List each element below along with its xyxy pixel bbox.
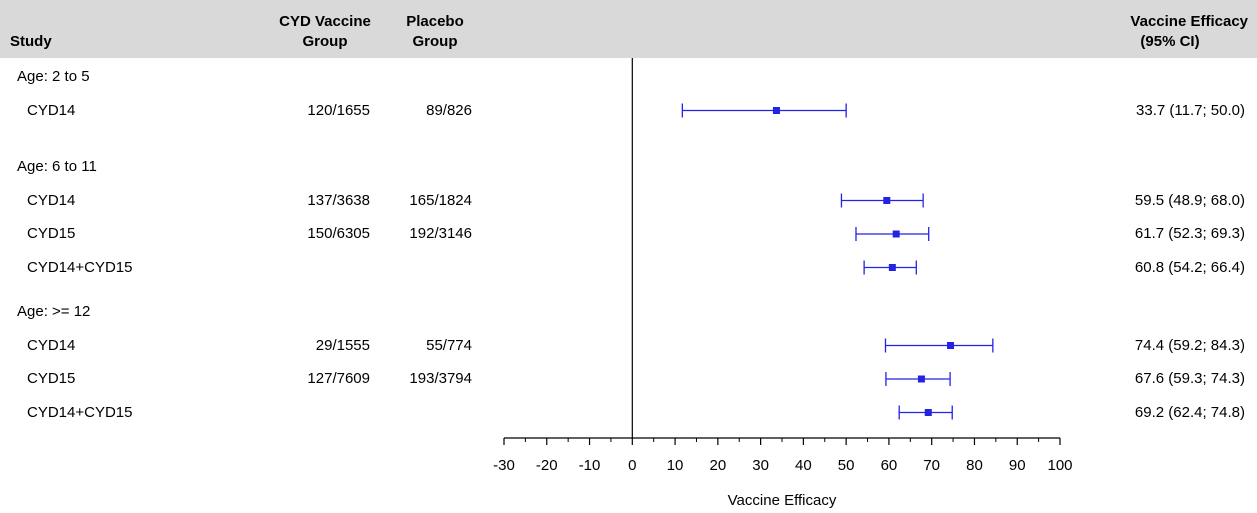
x-tick-label: 30 — [752, 457, 769, 474]
x-tick-label: -10 — [579, 457, 601, 474]
study-name: CYD14+CYD15 — [27, 403, 133, 421]
placebo-group-value: 89/826 — [426, 101, 472, 119]
vaccine-group-value: 29/1555 — [315, 336, 370, 354]
efficacy-ci-text: 69.2 (62.4; 74.8) — [1134, 403, 1245, 421]
study-name: CYD14 — [27, 191, 76, 209]
group-label: Age: >= 12 — [17, 303, 91, 320]
vaccine-group-value: 120/1655 — [307, 101, 370, 119]
study-name: CYD15 — [27, 370, 76, 387]
placebo-group-value: 193/3794 — [409, 370, 472, 387]
header-placebo-line2: Group — [412, 33, 458, 50]
header-vaccine-line2: Group — [302, 33, 348, 50]
study-name: CYD15 — [27, 225, 76, 242]
group-label: Age: 6 to 11 — [17, 158, 97, 175]
point-estimate — [888, 264, 896, 271]
x-tick-label: 60 — [881, 457, 898, 474]
efficacy-ci-text: 74.4 (59.2; 84.3) — [1134, 336, 1245, 354]
x-tick-label: 80 — [966, 457, 983, 474]
efficacy-ci-text: 33.7 (11.7; 50.0) — [1136, 101, 1245, 119]
x-tick-label: -30 — [493, 457, 515, 474]
efficacy-ci-text: 59.5 (48.9; 68.0) — [1134, 191, 1245, 209]
x-tick-label: 100 — [1047, 457, 1072, 474]
placebo-group-value: 165/1824 — [409, 191, 472, 209]
point-estimate — [883, 197, 891, 204]
point-estimate — [924, 409, 932, 416]
table-header — [0, 0, 1257, 58]
point-estimate — [947, 342, 955, 349]
x-tick-label: 10 — [667, 457, 684, 474]
vaccine-group-value: 137/3638 — [307, 191, 370, 209]
header-efficacy-line1: Vaccine Efficacy — [1130, 13, 1248, 30]
vaccine-group-value: 150/6305 — [307, 225, 370, 242]
point-estimate — [892, 230, 900, 238]
placebo-group-value: 55/774 — [426, 336, 472, 354]
study-name: CYD14 — [27, 336, 76, 354]
vaccine-group-value: 127/7609 — [307, 370, 370, 387]
point-estimate — [772, 107, 780, 114]
x-tick-label: -20 — [536, 457, 558, 474]
group-label: Age: 2 to 5 — [17, 68, 90, 85]
header-placebo-line1: Placebo — [406, 13, 464, 30]
point-estimate — [917, 375, 925, 383]
study-name: CYD14 — [27, 101, 76, 119]
x-tick-label: 20 — [710, 457, 727, 474]
study-name: CYD14+CYD15 — [27, 258, 133, 276]
x-tick-label: 90 — [1009, 457, 1026, 474]
x-axis-title: Vaccine Efficacy — [728, 492, 837, 509]
header-efficacy-line2: (95% CI) — [1140, 33, 1200, 50]
header-vaccine-line1: CYD Vaccine — [279, 13, 371, 30]
efficacy-ci-text: 61.7 (52.3; 69.3) — [1134, 225, 1245, 242]
efficacy-ci-text: 60.8 (54.2; 66.4) — [1134, 258, 1245, 276]
x-tick-label: 70 — [923, 457, 940, 474]
x-tick-label: 40 — [795, 457, 812, 474]
efficacy-ci-text: 67.6 (59.3; 74.3) — [1134, 370, 1245, 387]
x-tick-label: 50 — [838, 457, 855, 474]
x-tick-label: 0 — [628, 457, 636, 474]
placebo-group-value: 192/3146 — [409, 225, 472, 242]
header-study: Study — [10, 33, 52, 50]
